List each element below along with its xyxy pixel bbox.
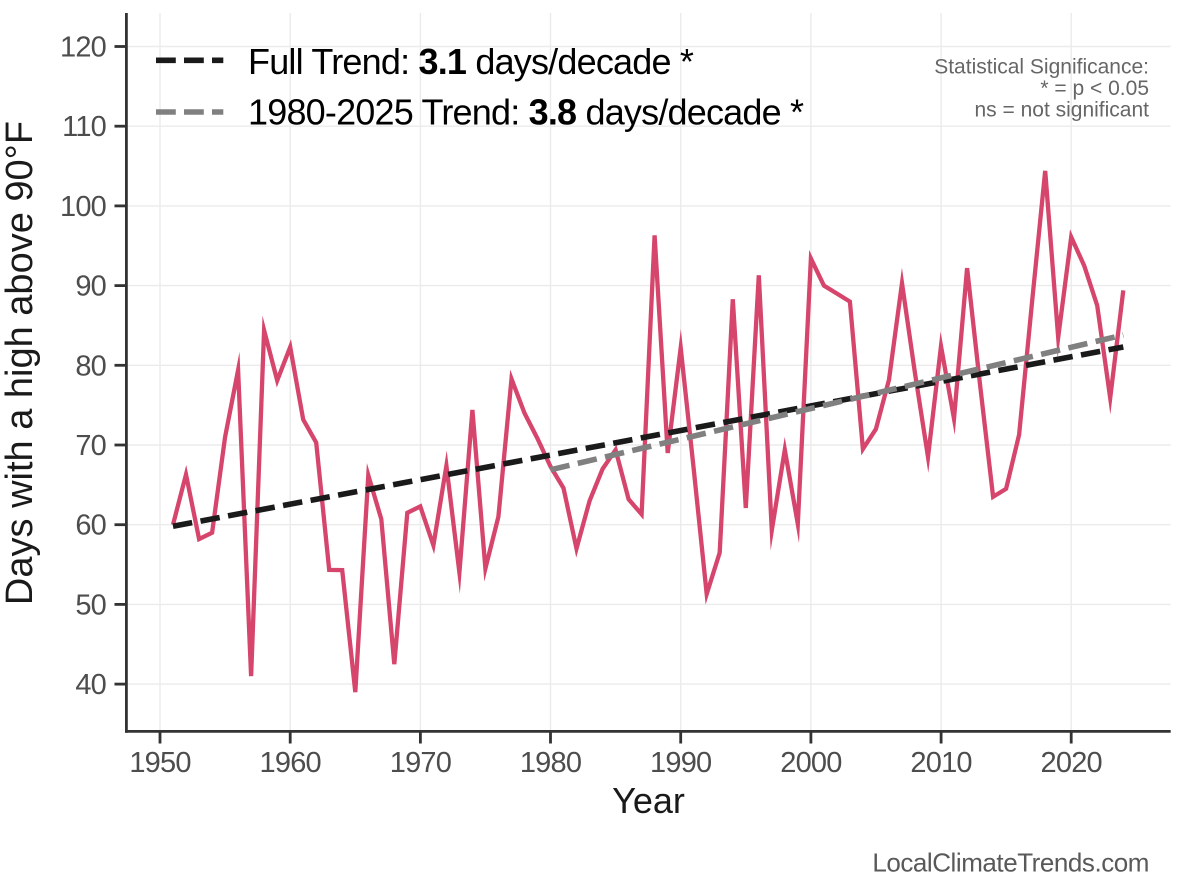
svg-text:100: 100 [60,191,106,223]
svg-text:1950: 1950 [129,747,190,779]
svg-text:ns = not significant: ns = not significant [974,99,1149,122]
svg-text:Days with a high above 90°F: Days with a high above 90°F [0,121,41,605]
svg-text:Full Trend: 3.1 days/decade *: Full Trend: 3.1 days/decade * [248,41,694,82]
svg-text:60: 60 [75,510,106,542]
svg-text:1990: 1990 [650,747,711,779]
svg-text:70: 70 [75,430,106,462]
svg-text:Year: Year [612,780,685,821]
svg-text:2010: 2010 [910,747,971,779]
svg-text:120: 120 [60,32,106,64]
svg-text:40: 40 [75,669,106,701]
svg-text:Statistical Significance:: Statistical Significance: [934,56,1149,79]
svg-text:80: 80 [75,350,106,382]
svg-text:1980: 1980 [520,747,581,779]
svg-text:50: 50 [75,589,106,621]
svg-text:1960: 1960 [260,747,321,779]
svg-text:90: 90 [75,271,106,303]
svg-text:110: 110 [62,111,106,143]
svg-text:LocalClimateTrends.com: LocalClimateTrends.com [872,848,1149,878]
svg-text:2000: 2000 [780,747,841,779]
svg-text:* = p < 0.05: * = p < 0.05 [1040,77,1149,100]
svg-text:2020: 2020 [1041,747,1102,779]
svg-text:1980-2025 Trend: 3.8 days/deca: 1980-2025 Trend: 3.8 days/decade * [248,92,804,133]
svg-text:1970: 1970 [390,747,451,779]
